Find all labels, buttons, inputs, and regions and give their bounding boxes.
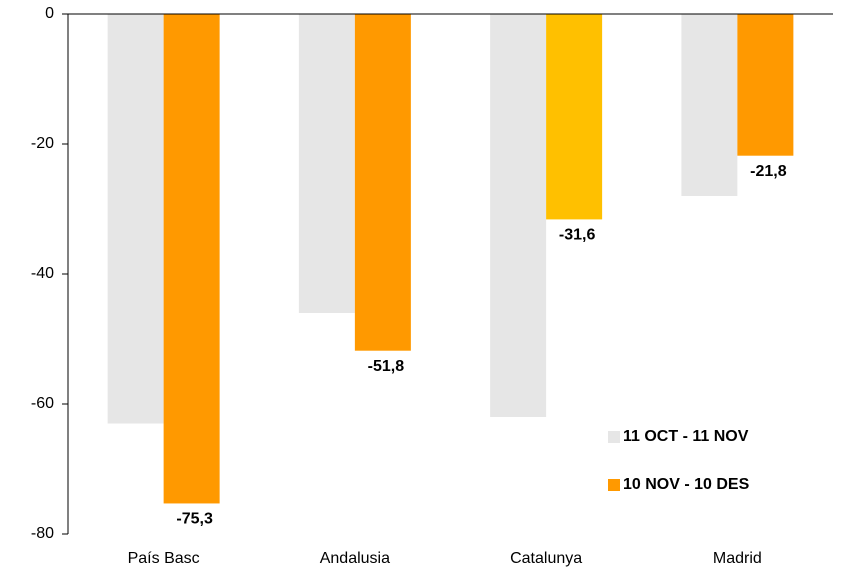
bar <box>107 14 164 424</box>
y-tick-label: -20 <box>31 135 54 152</box>
bar <box>298 14 355 313</box>
legend-swatch <box>608 479 620 491</box>
legend-label: 11 OCT - 11 NOV <box>623 428 749 445</box>
bar <box>546 14 603 220</box>
y-tick-label: -80 <box>31 525 54 542</box>
data-label: -75,3 <box>176 511 213 528</box>
x-tick-label: País Basc <box>128 550 200 567</box>
data-label: -21,8 <box>750 163 787 180</box>
x-tick-label: Madrid <box>713 550 762 567</box>
legend-label: 10 NOV - 10 DES <box>623 476 750 493</box>
bar <box>490 14 547 417</box>
bar <box>354 14 411 351</box>
y-tick-label: -40 <box>31 265 54 282</box>
data-label: -31,6 <box>559 227 596 244</box>
x-tick-label: Catalunya <box>510 550 582 567</box>
y-tick-label: -60 <box>31 395 54 412</box>
bar <box>681 14 738 196</box>
bar <box>737 14 794 156</box>
x-tick-label: Andalusia <box>320 550 390 567</box>
data-label: -51,8 <box>368 358 405 375</box>
legend-swatch <box>608 431 620 443</box>
y-tick-label: 0 <box>45 5 54 22</box>
bar <box>163 14 220 504</box>
